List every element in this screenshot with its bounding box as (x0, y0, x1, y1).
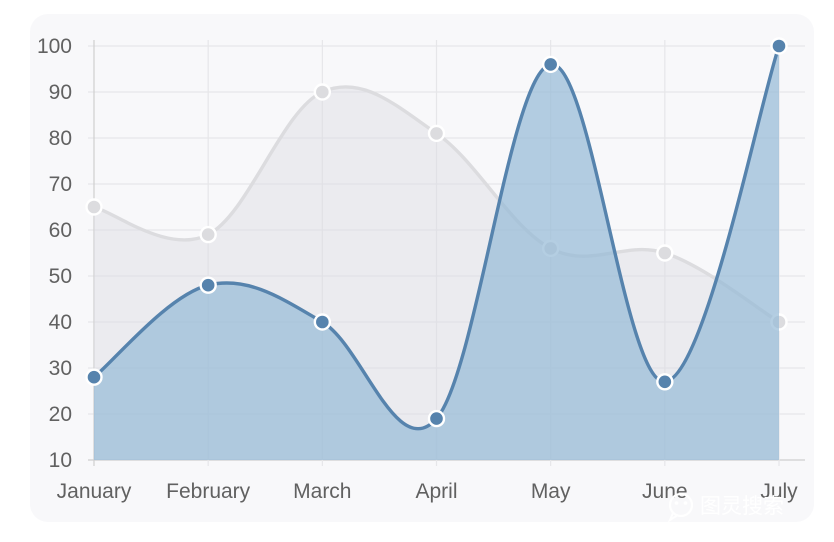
y-tick-label: 80 (49, 127, 72, 150)
data-point[interactable] (427, 409, 446, 428)
series-area (94, 46, 779, 460)
y-tick-label: 10 (49, 449, 72, 472)
y-tick-label: 60 (49, 219, 72, 242)
watermark: 图灵搜索 (667, 492, 784, 523)
data-point[interactable] (656, 244, 674, 262)
x-tick-label: May (531, 480, 571, 503)
x-tick-label: January (57, 480, 132, 503)
series-2 (85, 37, 788, 460)
data-point[interactable] (656, 373, 674, 391)
x-tick-label: March (293, 480, 351, 503)
data-point[interactable] (313, 83, 332, 101)
data-point[interactable] (313, 313, 332, 331)
data-point[interactable] (541, 55, 560, 74)
data-point[interactable] (85, 368, 103, 386)
wechat-icon (667, 492, 694, 523)
x-tick-label: April (415, 480, 457, 503)
x-axis: January February March April May June July (57, 480, 799, 503)
x-tick-label: July (760, 480, 798, 503)
watermark-text: 图灵搜索 (700, 494, 784, 518)
series-layer (85, 37, 788, 460)
data-point[interactable] (427, 124, 446, 143)
y-tick-label: 30 (49, 357, 72, 380)
y-tick-label: 70 (49, 173, 72, 196)
series-line (92, 45, 781, 431)
y-tick-label: 20 (49, 403, 72, 426)
y-axis: 10 20 30 40 50 60 70 80 90 100 (37, 35, 72, 472)
data-point[interactable] (199, 225, 217, 244)
x-tick-label: February (166, 480, 251, 503)
y-tick-label: 50 (49, 265, 72, 288)
data-point[interactable] (770, 37, 788, 55)
y-tick-label: 100 (37, 35, 72, 58)
x-tick-label: June (642, 480, 688, 503)
data-point[interactable] (199, 276, 217, 294)
y-tick-label: 90 (49, 81, 72, 104)
data-point[interactable] (85, 198, 103, 216)
y-tick-label: 40 (49, 311, 72, 334)
